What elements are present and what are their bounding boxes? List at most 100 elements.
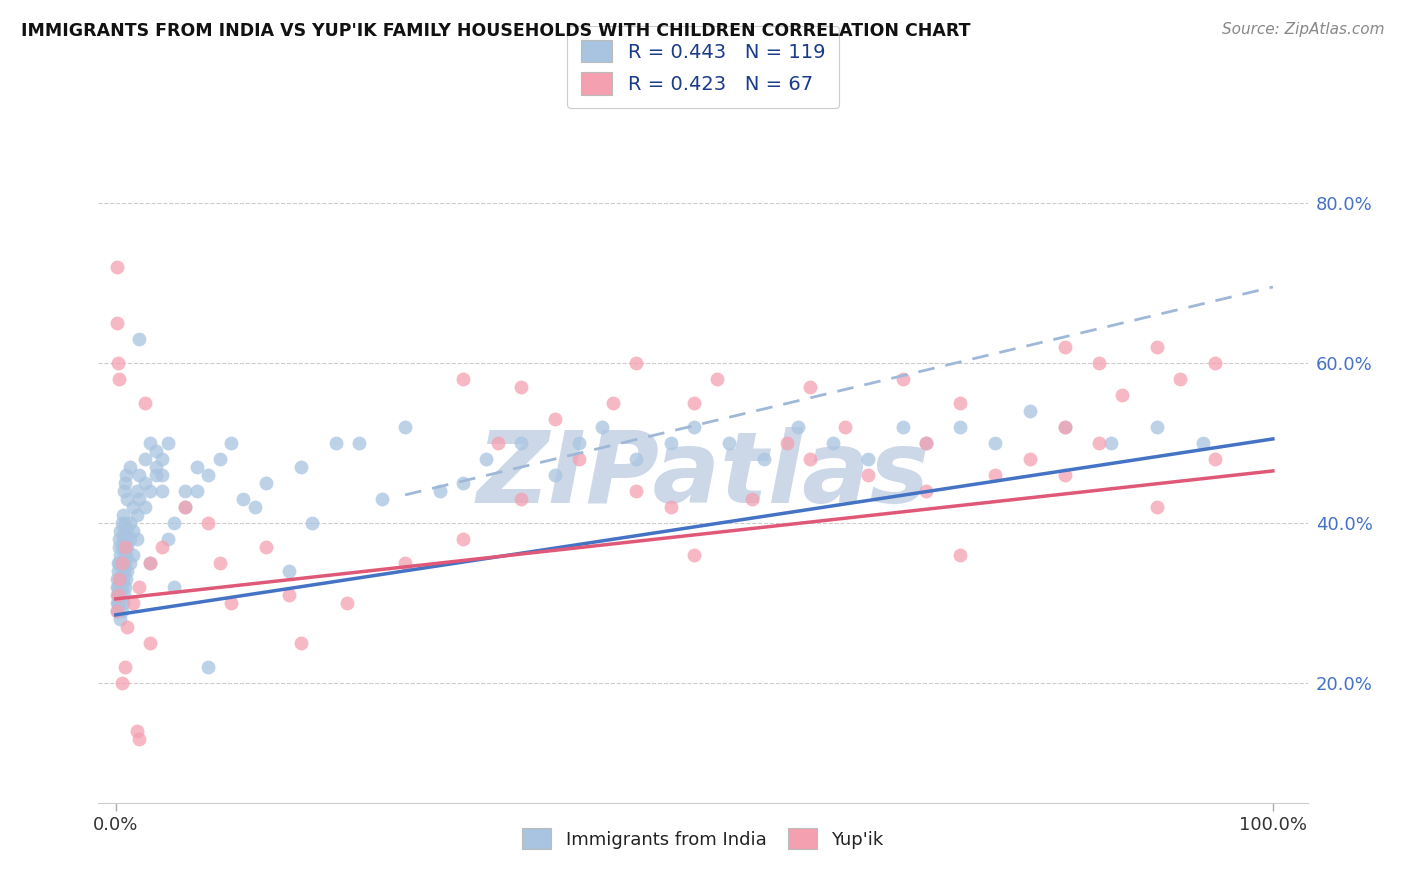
- Point: [122, 524, 145, 538]
- Point: [914, 436, 936, 450]
- Point: [475, 451, 498, 466]
- Point: [451, 475, 474, 490]
- Point: [156, 436, 179, 450]
- Point: [107, 564, 129, 578]
- Point: [125, 723, 148, 738]
- Point: [107, 596, 129, 610]
- Point: [1111, 388, 1133, 402]
- Point: [706, 372, 728, 386]
- Point: [949, 420, 972, 434]
- Point: [394, 420, 416, 434]
- Point: [243, 500, 266, 514]
- Point: [108, 596, 131, 610]
- Point: [278, 588, 301, 602]
- Point: [107, 556, 129, 570]
- Point: [125, 483, 148, 498]
- Point: [110, 612, 132, 626]
- Point: [150, 540, 173, 554]
- Point: [110, 540, 132, 554]
- Point: [591, 420, 613, 434]
- Point: [787, 420, 810, 434]
- Point: [139, 436, 162, 450]
- Point: [128, 467, 150, 482]
- Point: [626, 451, 648, 466]
- Point: [122, 596, 145, 610]
- Point: [105, 604, 128, 618]
- Point: [984, 467, 1007, 482]
- Point: [110, 604, 132, 618]
- Point: [134, 451, 156, 466]
- Point: [718, 436, 741, 450]
- Point: [325, 436, 347, 450]
- Point: [105, 588, 128, 602]
- Point: [1088, 356, 1111, 370]
- Point: [1018, 451, 1040, 466]
- Point: [174, 483, 197, 498]
- Point: [114, 556, 136, 570]
- Legend: Immigrants from India, Yup'ik: Immigrants from India, Yup'ik: [515, 822, 891, 856]
- Point: [394, 556, 416, 570]
- Point: [197, 467, 219, 482]
- Point: [107, 588, 129, 602]
- Point: [114, 540, 136, 554]
- Point: [290, 459, 312, 474]
- Point: [301, 516, 323, 530]
- Point: [174, 500, 197, 514]
- Point: [1146, 420, 1168, 434]
- Point: [114, 475, 136, 490]
- Point: [117, 564, 139, 578]
- Point: [117, 540, 139, 554]
- Point: [1192, 436, 1215, 450]
- Point: [1053, 467, 1076, 482]
- Point: [1204, 451, 1226, 466]
- Point: [1099, 436, 1122, 450]
- Point: [949, 396, 972, 410]
- Point: [949, 548, 972, 562]
- Point: [602, 396, 624, 410]
- Point: [891, 420, 914, 434]
- Point: [150, 483, 173, 498]
- Point: [221, 596, 243, 610]
- Point: [914, 436, 936, 450]
- Point: [544, 412, 567, 426]
- Point: [208, 556, 231, 570]
- Point: [429, 483, 451, 498]
- Point: [112, 483, 135, 498]
- Point: [336, 596, 359, 610]
- Point: [118, 556, 141, 570]
- Point: [110, 516, 132, 530]
- Point: [683, 420, 706, 434]
- Point: [108, 532, 131, 546]
- Point: [197, 660, 219, 674]
- Point: [659, 500, 682, 514]
- Point: [105, 596, 128, 610]
- Point: [208, 451, 231, 466]
- Point: [134, 475, 156, 490]
- Point: [110, 580, 132, 594]
- Point: [186, 459, 208, 474]
- Point: [776, 436, 799, 450]
- Point: [278, 564, 301, 578]
- Point: [105, 604, 128, 618]
- Point: [162, 580, 184, 594]
- Point: [659, 436, 682, 450]
- Point: [856, 451, 879, 466]
- Point: [110, 556, 132, 570]
- Point: [1053, 420, 1076, 434]
- Point: [823, 436, 845, 450]
- Point: [347, 436, 370, 450]
- Point: [125, 532, 148, 546]
- Point: [145, 444, 167, 458]
- Point: [145, 459, 167, 474]
- Point: [984, 436, 1007, 450]
- Point: [105, 580, 128, 594]
- Point: [1053, 340, 1076, 354]
- Point: [544, 467, 567, 482]
- Point: [290, 636, 312, 650]
- Text: ZIPatlas: ZIPatlas: [477, 427, 929, 524]
- Point: [1146, 500, 1168, 514]
- Point: [174, 500, 197, 514]
- Point: [221, 436, 243, 450]
- Point: [451, 372, 474, 386]
- Point: [107, 356, 129, 370]
